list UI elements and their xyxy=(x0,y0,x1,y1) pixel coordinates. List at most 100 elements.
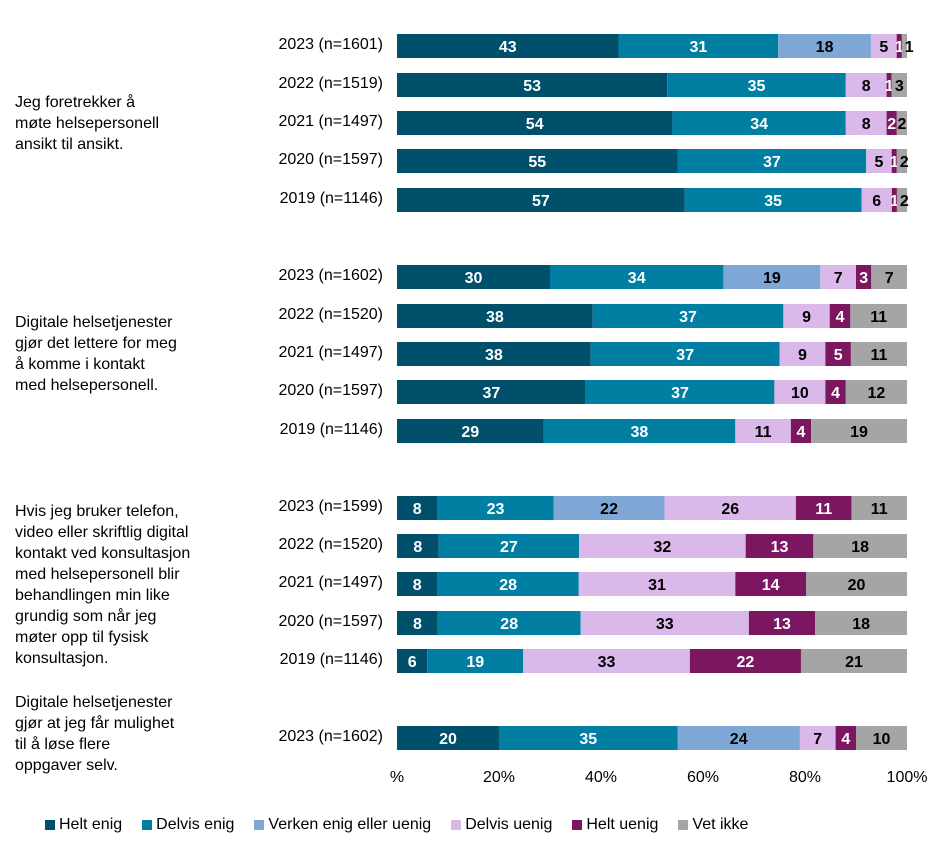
bar-segment xyxy=(811,419,907,443)
data-label: 38 xyxy=(485,347,503,364)
legend-item: Helt enig xyxy=(45,816,122,834)
data-label: 8 xyxy=(413,539,422,556)
bar-segment xyxy=(871,265,907,289)
bar-segment xyxy=(806,572,907,596)
data-label: 5 xyxy=(834,347,843,364)
legend-swatch xyxy=(254,820,265,830)
bar-segment xyxy=(790,419,812,443)
bar-segment xyxy=(667,73,846,97)
data-label: 18 xyxy=(816,39,834,56)
row-label: 2020 (n=1597) xyxy=(278,382,383,399)
data-label: 11 xyxy=(815,501,832,518)
legend-label: Verken enig eller uenig xyxy=(268,816,432,833)
legend-swatch xyxy=(142,820,153,830)
data-label: 8 xyxy=(413,577,422,594)
data-label: 35 xyxy=(579,731,597,748)
data-label: 3 xyxy=(895,78,904,95)
bar-segment xyxy=(397,419,544,443)
bar-segment xyxy=(851,496,907,520)
row-label: 2020 (n=1597) xyxy=(278,613,383,630)
data-label: 9 xyxy=(802,309,811,326)
data-label: 8 xyxy=(413,501,422,518)
data-label: 38 xyxy=(630,424,648,441)
data-label: 11 xyxy=(871,501,888,518)
bar-segment xyxy=(735,572,807,596)
bar-segment xyxy=(735,419,791,443)
group-label: Jeg foretrekker å møte helsepersonell an… xyxy=(15,93,160,153)
bar-segment xyxy=(397,111,673,135)
legend-item: Delvis enig xyxy=(142,816,234,834)
data-label: 2 xyxy=(900,154,909,171)
bar-segment xyxy=(672,111,846,135)
data-label: 27 xyxy=(500,539,518,556)
bar-segment xyxy=(745,534,814,558)
row-label: 2022 (n=1520) xyxy=(278,306,383,323)
data-label: 2 xyxy=(897,116,906,133)
data-label: 6 xyxy=(872,193,881,210)
bar-segment xyxy=(748,611,816,635)
data-label: 5 xyxy=(879,39,888,56)
row-label: 2019 (n=1146) xyxy=(279,190,383,207)
bar-segment xyxy=(795,496,852,520)
bar-segment xyxy=(689,649,801,673)
row-label: 2023 (n=1602) xyxy=(278,728,383,745)
data-label: 18 xyxy=(852,616,870,633)
row-label: 2021 (n=1497) xyxy=(278,113,383,130)
data-label: 54 xyxy=(526,116,544,133)
data-label: 7 xyxy=(885,270,894,287)
data-label: 3 xyxy=(859,270,868,287)
bar-segment xyxy=(550,265,724,289)
data-label: 4 xyxy=(841,731,850,748)
data-label: 5 xyxy=(874,154,883,171)
data-label: 9 xyxy=(798,347,807,364)
row-label: 2023 (n=1602) xyxy=(278,267,383,284)
bar-segment xyxy=(397,572,438,596)
data-label: 2 xyxy=(900,193,909,210)
data-label: 4 xyxy=(797,424,806,441)
bar-segment xyxy=(896,188,907,212)
bar-segment xyxy=(896,149,907,173)
data-label: 24 xyxy=(730,731,748,748)
bar-segment xyxy=(891,73,907,97)
legend-label: Delvis enig xyxy=(156,816,235,833)
x-tick-label: % xyxy=(389,769,405,786)
data-label: 34 xyxy=(750,116,768,133)
bar-segment xyxy=(397,149,678,173)
legend-label: Vet ikke xyxy=(692,816,749,833)
bar-segment xyxy=(578,572,736,596)
bar-segment xyxy=(813,534,907,558)
bar-segment xyxy=(891,149,897,173)
bar-segment xyxy=(397,496,438,520)
bar-segment xyxy=(850,342,907,366)
data-label: 2 xyxy=(887,116,896,133)
data-label: 11 xyxy=(870,347,887,364)
bar-segment xyxy=(397,534,439,558)
data-label: 28 xyxy=(499,577,517,594)
bar-segment xyxy=(825,342,851,366)
legend: Helt enig Delvis enig Verken enig eller ue… xyxy=(45,816,768,834)
bar-segment xyxy=(856,726,907,750)
data-label: 22 xyxy=(600,501,618,518)
legend-item: Delvis uenig xyxy=(451,816,552,834)
legend-swatch xyxy=(572,820,583,830)
data-label: 31 xyxy=(648,577,666,594)
data-label: 37 xyxy=(679,309,697,326)
data-label: 13 xyxy=(771,539,789,556)
bar-segment xyxy=(579,534,746,558)
data-label: 1 xyxy=(905,39,914,56)
data-label: 33 xyxy=(656,616,674,633)
data-label: 14 xyxy=(762,577,780,594)
data-label: 6 xyxy=(408,654,417,671)
data-label: 4 xyxy=(836,309,845,326)
data-label: 33 xyxy=(598,654,616,671)
data-label: 19 xyxy=(850,424,868,441)
row-label: 2021 (n=1497) xyxy=(278,574,383,591)
bar-segment xyxy=(397,304,593,328)
bar-segment xyxy=(397,73,668,97)
data-label: 20 xyxy=(848,577,866,594)
bar-segment xyxy=(427,649,524,673)
group-label: Hvis jeg bruker telefon, video eller skr… xyxy=(15,502,191,667)
row-label: 2019 (n=1146) xyxy=(279,421,383,438)
